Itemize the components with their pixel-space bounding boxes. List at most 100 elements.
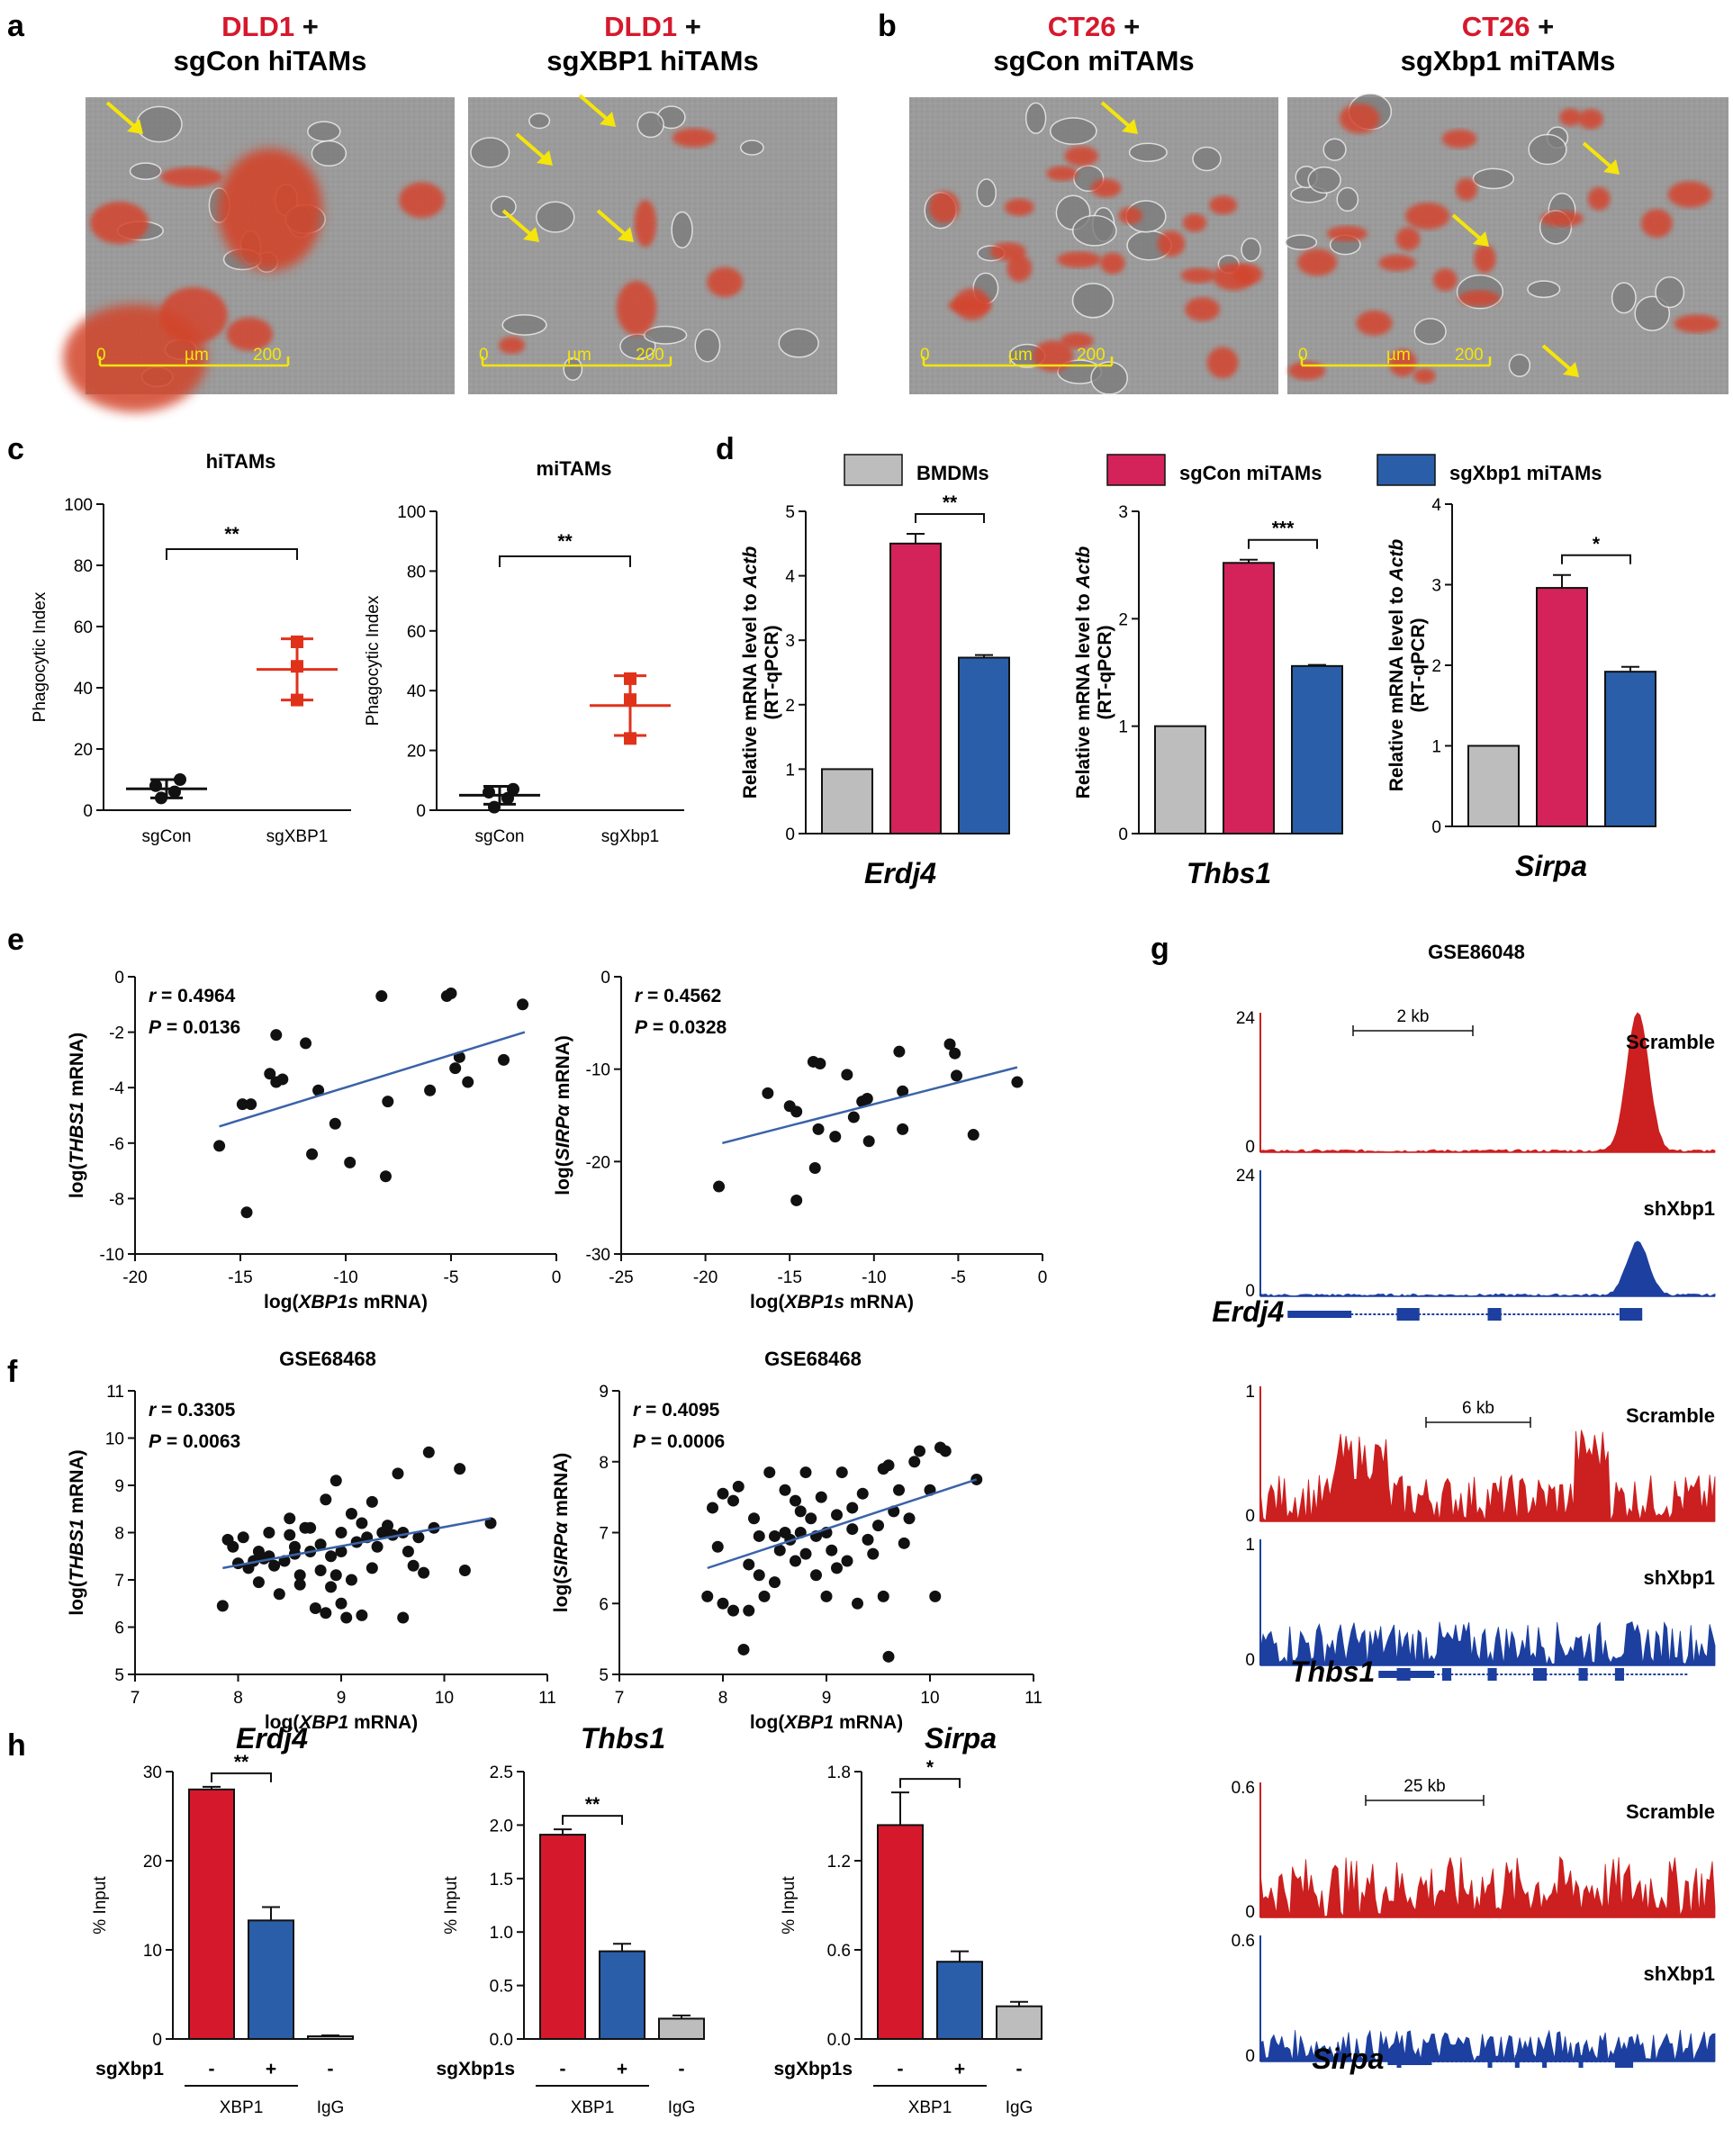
data-point bbox=[168, 785, 181, 798]
micro-tumor-cell bbox=[1559, 108, 1582, 127]
data-point bbox=[458, 1565, 471, 1576]
y-tick-label: 10 bbox=[143, 1942, 162, 1961]
r-value: r = 0.4562 bbox=[635, 986, 721, 1006]
sign-label: - bbox=[328, 2059, 334, 2079]
y-tick-label: -20 bbox=[586, 1153, 610, 1172]
gene-title: Erdj4 bbox=[864, 857, 936, 889]
micro-image-4: CT26 +sgXbp1 miTAMs 0 µm 200 bbox=[1284, 11, 1728, 394]
track-signal bbox=[1259, 2029, 1716, 2062]
micro-arrow-icon bbox=[1100, 101, 1131, 128]
micro-scalebar-end: 200 bbox=[636, 346, 664, 365]
y-tick-label: 0 bbox=[114, 969, 124, 988]
micro-tumor-cell bbox=[1297, 248, 1338, 276]
data-point bbox=[314, 1538, 327, 1551]
micro-macrophage bbox=[1071, 283, 1115, 319]
data-point bbox=[335, 1527, 348, 1538]
data-point bbox=[841, 1069, 853, 1081]
data-point bbox=[483, 786, 495, 799]
micro-tumor-cell bbox=[499, 336, 526, 355]
y-tick-label: -30 bbox=[586, 1246, 610, 1265]
micro-tumor-cell bbox=[1033, 340, 1074, 372]
y-axis-label-part: THBS1 bbox=[67, 1519, 87, 1581]
y-tick-label: 0.5 bbox=[490, 1978, 513, 1997]
micro-tumor-cell bbox=[1458, 290, 1500, 307]
y-tick-label: 80 bbox=[74, 557, 93, 576]
r-symbol: r bbox=[149, 1400, 158, 1421]
bar-1 bbox=[539, 1834, 586, 2041]
micro-macrophage bbox=[1472, 167, 1515, 190]
data-point bbox=[846, 1523, 859, 1536]
micro-macrophage bbox=[1413, 318, 1447, 346]
x-tick-label: -15 bbox=[777, 1268, 801, 1287]
y-tick-label: 1 bbox=[1431, 738, 1441, 757]
data-point bbox=[273, 1588, 285, 1601]
y-axis-label: % Input bbox=[91, 1876, 110, 1935]
p-symbol: P bbox=[149, 1017, 162, 1038]
micro-tumor-cell bbox=[399, 182, 445, 219]
track-ymax-label: 24 bbox=[1236, 1009, 1256, 1028]
x-tick-label: 10 bbox=[920, 1689, 939, 1708]
gene-utr bbox=[1387, 2058, 1432, 2065]
x-tick-label: 11 bbox=[538, 1689, 556, 1708]
micro-tumor-cell bbox=[160, 167, 222, 187]
x-tick-label: -20 bbox=[693, 1268, 718, 1287]
r-number: = 0.3305 bbox=[156, 1400, 235, 1421]
y-axis-label-line1: Relative mRNA level to Actb bbox=[740, 546, 761, 799]
y-tick-label: 3 bbox=[1431, 577, 1441, 596]
micro-tumor-cell bbox=[1395, 227, 1421, 251]
data-point bbox=[291, 660, 303, 673]
y-tick-label: -4 bbox=[109, 1079, 124, 1098]
micro-arrowhead-icon bbox=[537, 150, 553, 166]
y-axis-label: Phagocytic Index bbox=[31, 591, 50, 722]
group-label-2: IgG bbox=[668, 2098, 696, 2117]
data-point bbox=[236, 1098, 248, 1111]
y-tick-label: 5 bbox=[599, 1666, 609, 1685]
data-point bbox=[624, 672, 636, 685]
track-locus-sirpa: 0.6 0 Scramble 0.6 0 shXbp1 25 kb Sirpa bbox=[1232, 1777, 1716, 2075]
y-tick-label: -2 bbox=[109, 1024, 124, 1043]
y-tick-label: 60 bbox=[74, 618, 93, 637]
y-tick-label: 1.0 bbox=[490, 1924, 513, 1943]
y-tick-label: 3 bbox=[1118, 503, 1128, 522]
significance-label: ** bbox=[234, 1752, 249, 1773]
micro-tumor-cell bbox=[1674, 314, 1719, 333]
micro-scalebar-start: 0 bbox=[920, 346, 930, 365]
data-point bbox=[790, 1194, 803, 1206]
data-point bbox=[773, 1544, 786, 1556]
micro-tumor-cell bbox=[1474, 244, 1496, 274]
p-value: P = 0.0328 bbox=[635, 1017, 727, 1038]
x-axis-label-part: XBP1s bbox=[297, 1292, 358, 1313]
bar-2 bbox=[1536, 587, 1588, 828]
data-point bbox=[893, 1484, 905, 1496]
micro-arrow-icon bbox=[515, 132, 546, 159]
y-tick-label: 2 bbox=[785, 697, 795, 716]
tracks-title: GSE86048 bbox=[1428, 941, 1525, 963]
x-axis-label-part: XBP1 bbox=[783, 1712, 834, 1733]
data-point bbox=[707, 1502, 718, 1514]
track-zero-label: 0 bbox=[1245, 1651, 1255, 1670]
track-signal bbox=[1259, 1430, 1716, 1522]
y-axis-label-part: SIRPα bbox=[553, 1104, 573, 1160]
x-axis-label-part: XBP1s bbox=[783, 1292, 844, 1313]
data-point bbox=[329, 1475, 342, 1487]
data-point bbox=[908, 1456, 921, 1468]
y-tick-label: 7 bbox=[599, 1525, 609, 1544]
micro-image-3: CT26 +sgCon miTAMs 0 µm 200 bbox=[909, 11, 1278, 395]
y-axis-label: % Input bbox=[442, 1876, 461, 1935]
x-axis-label-part: log( bbox=[750, 1712, 784, 1733]
data-point bbox=[252, 1576, 265, 1589]
p-number: = 0.0006 bbox=[645, 1431, 725, 1452]
micro-scalebar-start: 0 bbox=[479, 346, 489, 365]
micro-macrophage bbox=[490, 195, 517, 219]
data-point bbox=[737, 1643, 750, 1655]
y-tick-label: 0 bbox=[600, 969, 610, 988]
micro-tumor-cell bbox=[1578, 108, 1603, 130]
y-tick-label: 3 bbox=[785, 632, 795, 651]
micro-macrophage bbox=[778, 328, 819, 358]
micro-tumor-cell bbox=[1232, 264, 1263, 285]
y-tick-label: -10 bbox=[586, 1061, 610, 1080]
group-label-1: XBP1 bbox=[220, 2098, 264, 2117]
significance-bracket bbox=[211, 1772, 272, 1782]
track-label-scramble: Scramble bbox=[1626, 1800, 1715, 1823]
